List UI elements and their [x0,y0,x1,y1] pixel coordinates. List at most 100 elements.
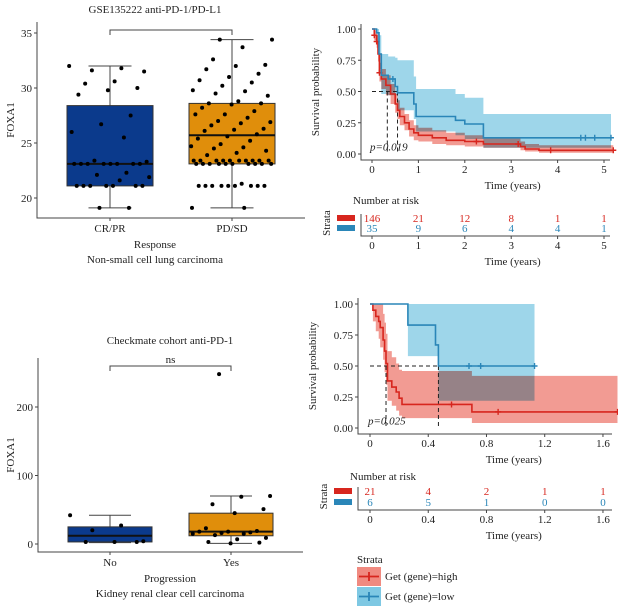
censor-mark [515,141,522,147]
confidence-band-1 [372,29,611,148]
data-point [119,523,124,528]
risk-x-axis-label: Time (years) [485,256,541,268]
x-tick-label: 5 [601,164,607,176]
chart-title: GSE135222 anti-PD-1/PD-L1 [89,4,222,16]
data-point [206,101,211,106]
data-point [200,105,205,110]
data-point [97,205,102,210]
data-point [262,183,267,188]
data-point [254,528,259,533]
data-point [69,130,74,134]
data-point [227,158,232,163]
data-point [220,83,225,88]
data-point [253,161,258,166]
data-point [147,175,152,180]
data-point [245,115,250,120]
data-point [101,161,106,166]
y-tick-label: 200 [17,402,34,414]
x-tick-label: Yes [223,557,239,569]
y-tick-label: 100 [17,471,34,483]
data-point [104,183,109,188]
data-point [128,113,133,118]
confidence-band-1 [370,304,535,401]
x-axis-label: Time (years) [485,180,541,192]
data-point [112,539,117,544]
risk-x-tick-label: 0.8 [480,514,494,526]
data-point [142,69,147,74]
data-point [241,531,246,536]
data-point [190,88,195,93]
x-tick-label: 2 [462,164,468,176]
strata-swatch-low [334,499,352,505]
boxplot-2 [35,358,303,555]
x-axis-label: Response [134,239,176,251]
data-point [121,135,126,140]
box-PD/SD [188,102,276,165]
data-point [264,148,269,153]
data-point [243,158,248,163]
risk-x-tick-label: 1 [416,240,422,252]
x-tick-label: 0.4 [421,438,435,450]
x-tick-label: PD/SD [216,223,247,235]
risk-count-high: 1 [555,213,561,225]
data-point [240,45,245,50]
y-tick-label: 0.00 [337,149,357,161]
risk-table-title: Number at risk [350,471,416,483]
km-plot-1 [337,24,617,239]
data-point [226,183,231,188]
risk-count-high: 4 [425,486,431,498]
data-point [221,158,226,163]
legend-label: Get (gene)=low [385,591,454,603]
data-point [119,66,124,71]
data-point [189,144,194,149]
data-point [261,126,266,131]
data-point [85,161,90,166]
censor-mark [389,76,396,82]
p-value: p=0.019 [369,141,408,153]
data-point [126,205,131,210]
data-point [200,161,205,166]
data-point [223,161,228,166]
data-point [203,183,208,188]
risk-x-tick-label: 0 [367,514,373,526]
data-point [137,161,142,166]
data-point [216,119,221,123]
box-No [67,526,153,543]
risk-count-low: 4 [508,223,514,235]
y-tick-label: 0.75 [334,330,354,342]
y-tick-label: 35 [21,28,33,40]
y-tick-label: 0.25 [334,392,354,404]
legend-key-high-icon [359,572,379,581]
data-point [249,80,254,85]
strata-swatch-low [337,225,355,231]
data-point [83,81,88,86]
data-point [217,37,222,42]
data-point [68,513,73,518]
data-point [117,178,122,183]
data-point [232,511,237,516]
censor-mark [610,147,617,154]
data-point [124,170,129,175]
risk-count-low: 35 [367,223,379,235]
censor-mark [582,134,589,141]
data-point [228,541,233,546]
y-tick-label: 0.25 [337,118,357,130]
risk-count-low: 5 [425,497,431,509]
censor-mark [477,363,484,369]
data-point [248,183,253,188]
data-point [78,161,83,166]
data-point [194,161,199,166]
data-point [239,494,244,499]
risk-count-low: 0 [542,497,548,509]
data-point [141,539,146,544]
risk-count-high: 1 [601,213,607,225]
data-point [226,529,231,534]
legend-title: Strata [357,554,383,566]
risk-x-tick-label: 5 [601,240,607,252]
y-axis-label: Survival probability [307,321,319,410]
risk-count-high: 21 [413,213,424,225]
data-point [197,529,202,534]
censor-mark [607,134,614,141]
risk-table-axis [357,487,612,511]
